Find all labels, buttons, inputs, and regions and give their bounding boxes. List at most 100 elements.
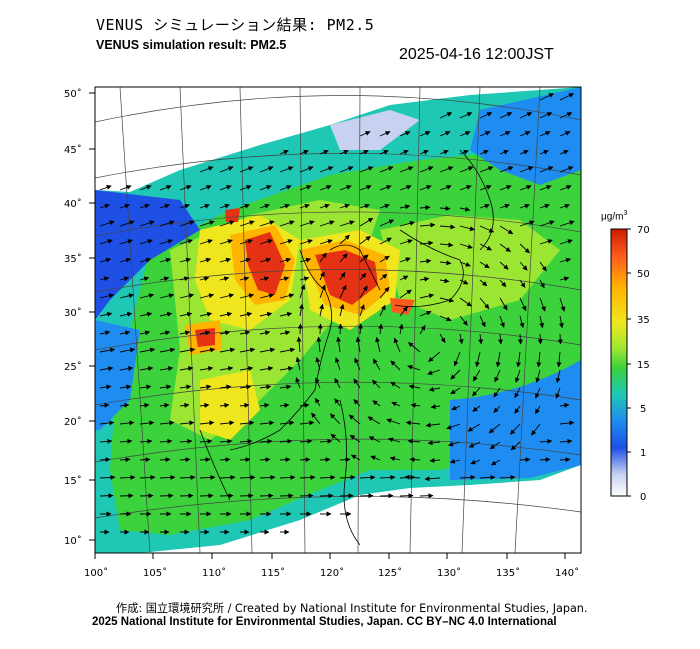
wind-arrow [494, 369, 501, 383]
wind-arrow [495, 351, 501, 368]
wind-arrow [459, 279, 469, 285]
wind-arrow [159, 293, 175, 299]
wind-arrow [239, 311, 253, 317]
wind-arrow [479, 243, 492, 251]
wind-arrow [559, 112, 573, 119]
lon-tick-label: 105˚ [143, 567, 167, 579]
wind-arrow [499, 315, 505, 328]
wind-arrow [179, 203, 190, 209]
wind-arrow [367, 416, 381, 425]
wind-arrow [219, 220, 235, 227]
wind-arrow [219, 438, 233, 444]
wind-arrow [372, 379, 381, 389]
wind-arrow [519, 185, 532, 191]
wind-arrow [239, 293, 255, 299]
wind-arrow [359, 203, 370, 209]
wind-arrow [559, 420, 575, 426]
wind-arrow [459, 243, 473, 249]
wind-arrow [119, 402, 130, 408]
wind-arrow [379, 131, 391, 137]
wind-arrow [319, 474, 336, 480]
wind-arrow [559, 149, 569, 155]
wind-arrow [119, 311, 133, 317]
wind-arrow [259, 220, 275, 227]
wind-arrow [299, 284, 306, 299]
wind-arrow [159, 474, 176, 480]
wind-arrow [419, 276, 430, 282]
wind-arrow [419, 222, 436, 228]
wind-arrow [219, 311, 233, 317]
wind-arrow [479, 474, 496, 480]
wind-arrow [479, 297, 490, 310]
wind-arrow [499, 203, 510, 209]
wind-arrow [399, 306, 408, 317]
wind-arrow [359, 304, 365, 317]
wind-arrow [279, 166, 294, 173]
wind-arrow [539, 203, 550, 209]
wind-arrow [479, 261, 490, 269]
wind-arrow [239, 276, 250, 282]
wind-arrow [459, 131, 471, 137]
wind-arrow [199, 438, 213, 444]
wind-arrow [179, 384, 192, 390]
wind-arrow [519, 261, 528, 271]
wind-arrow [379, 273, 388, 281]
wind-arrow [407, 438, 421, 444]
wind-arrow [353, 378, 361, 389]
wind-arrow [139, 347, 156, 353]
wind-arrow [535, 387, 541, 399]
wind-arrow [499, 185, 512, 191]
wind-arrow [259, 185, 272, 191]
wind-arrow [179, 457, 191, 463]
wind-arrow [372, 358, 381, 371]
wind-arrow [239, 347, 256, 353]
wind-arrow [319, 203, 330, 209]
wind-arrow [379, 219, 395, 227]
wind-arrow [139, 311, 153, 317]
wind-arrow [519, 457, 531, 463]
wind-arrow [139, 366, 154, 372]
lon-tick-label: 135˚ [496, 567, 520, 579]
wind-arrow [159, 239, 173, 245]
wind-arrow [179, 420, 195, 426]
wind-arrow [404, 474, 421, 480]
wind-arrow [559, 131, 571, 137]
wind-arrow [159, 438, 173, 444]
wind-arrow [319, 271, 325, 281]
wind-arrow [428, 386, 441, 392]
wind-arrow [119, 457, 131, 463]
lat-tick-label: 15˚ [64, 475, 82, 487]
wind-arrow [427, 440, 441, 446]
wind-arrow [159, 347, 176, 353]
wind-arrow [459, 297, 472, 307]
wind-arrow [439, 112, 453, 119]
wind-arrow [379, 474, 396, 480]
wind-arrow [119, 239, 133, 245]
wind-arrow [419, 166, 434, 173]
wind-arrow [439, 260, 452, 266]
forecast-timestamp: 2025-04-16 12:00JST [399, 46, 554, 63]
wind-arrow [279, 420, 295, 426]
wind-arrow [559, 257, 572, 263]
wind-arrow [179, 347, 196, 353]
wind-arrow [119, 276, 130, 282]
wind-arrow [419, 205, 431, 211]
lon-tick-label: 140˚ [555, 567, 579, 579]
wind-arrow [539, 185, 552, 191]
wind-arrow [555, 387, 561, 399]
wind-arrow [424, 476, 441, 482]
wind-arrow [379, 185, 392, 191]
wind-arrow [399, 289, 412, 299]
wind-arrow [119, 366, 134, 372]
wind-arrow [139, 257, 152, 263]
wind-arrow [199, 293, 215, 299]
wind-arrow [316, 336, 322, 353]
wind-arrow [537, 333, 543, 345]
wind-arrow [199, 347, 216, 353]
wind-arrow [199, 220, 215, 227]
wind-arrow [429, 457, 441, 463]
wind-arrow [453, 351, 461, 367]
wind-arrow [119, 330, 131, 336]
wind-arrow [219, 276, 230, 282]
